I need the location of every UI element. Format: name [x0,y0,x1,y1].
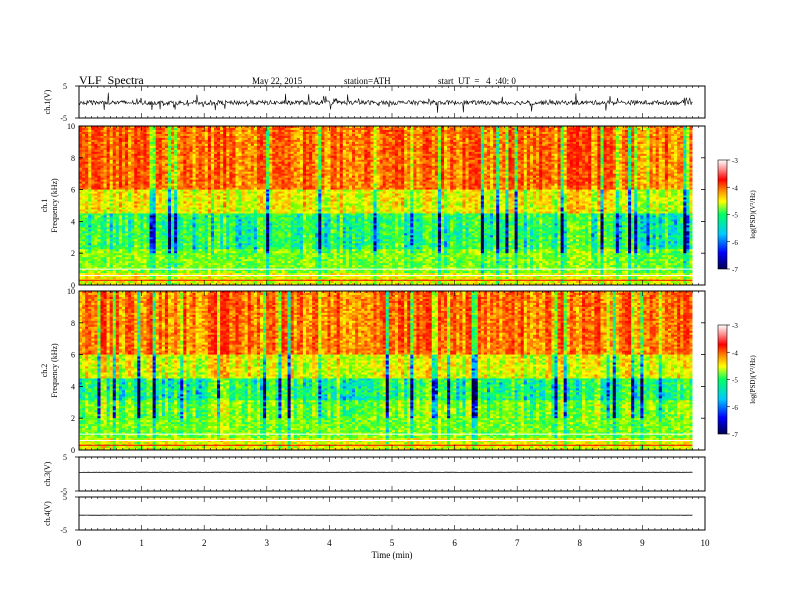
y-axis-label: ch.1 [40,199,49,213]
y-tick-label: 0 [71,281,75,290]
y-axis-label: ch.4(V) [43,501,52,526]
x-axis-label: Time (min) [372,550,413,560]
x-tick-label: 4 [327,538,332,548]
spectrogram-cells-1 [79,126,693,285]
y-axis-label: Frequency (kHz) [50,178,59,233]
colorbar-label: log(PSD)(V²/Hz) [749,355,757,404]
x-tick-label: 6 [452,538,457,548]
y-tick-label: 4 [71,217,75,226]
no-data-area [692,291,705,450]
start-time-label: start UT = 4 :40: 0 [438,76,516,86]
x-tick-label: 9 [640,538,645,548]
colorbar-label: log(PSD)(V²/Hz) [749,190,757,239]
y-tick-label: 4 [71,382,75,391]
y-tick-label: -5 [60,526,67,535]
y-axis-label: ch.1(V) [43,89,52,114]
y-tick-label: 10 [67,122,75,131]
spectrogram-cells-2 [79,291,693,450]
x-tick-label: 3 [265,538,270,548]
y-tick-label: -5 [60,114,67,123]
x-tick-label: 0 [77,538,82,548]
y-tick-label: 2 [71,414,75,423]
colorbar-tick-label: -4 [732,349,738,357]
y-tick-label: 0 [71,446,75,455]
y-axis-label: Frequency (kHz) [50,343,59,398]
colorbar-tick-label: -4 [732,184,738,192]
colorbar-tick-label: -6 [732,404,738,412]
colorbar-tick-label: -6 [732,239,738,247]
y-tick-label: 5 [63,82,67,91]
y-tick-label: 8 [71,154,75,163]
colorbar-tick-label: -3 [732,322,738,330]
panel-frame-ch3-waveform [78,456,706,492]
station-label: station=ATH [344,76,391,86]
y-tick-label: 6 [71,351,75,360]
colorbar-tick-label: -5 [732,212,738,220]
x-tick-label: 1 [139,538,144,548]
y-axis-label: ch.2 [40,364,49,378]
y-tick-label: 5 [63,453,67,462]
colorbar-tick-label: -3 [732,157,738,165]
x-tick-label: 2 [202,538,207,548]
y-tick-label: 8 [71,319,75,328]
x-tick-label: 7 [515,538,520,548]
x-tick-label: 5 [390,538,395,548]
waveform-trace-ch1-waveform [78,92,693,113]
colorbar-tick-label: -5 [732,377,738,385]
y-tick-label: 2 [71,249,75,258]
y-axis-label: ch.3(V) [43,461,52,486]
colorbar-tick-label: -7 [732,431,738,439]
y-tick-label: 10 [67,287,75,296]
colorbar [717,159,728,270]
date-label: May 22, 2015 [252,76,302,86]
figure-title: VLF Spectra [79,73,144,88]
colorbar [717,324,728,435]
y-tick-label: -5 [60,487,67,496]
colorbar-tick-label: -7 [732,266,738,274]
x-tick-label: 10 [701,538,711,548]
no-data-area [692,126,705,285]
y-tick-label: 6 [71,186,75,195]
y-tick-label: 5 [63,493,67,502]
x-tick-label: 8 [578,538,583,548]
